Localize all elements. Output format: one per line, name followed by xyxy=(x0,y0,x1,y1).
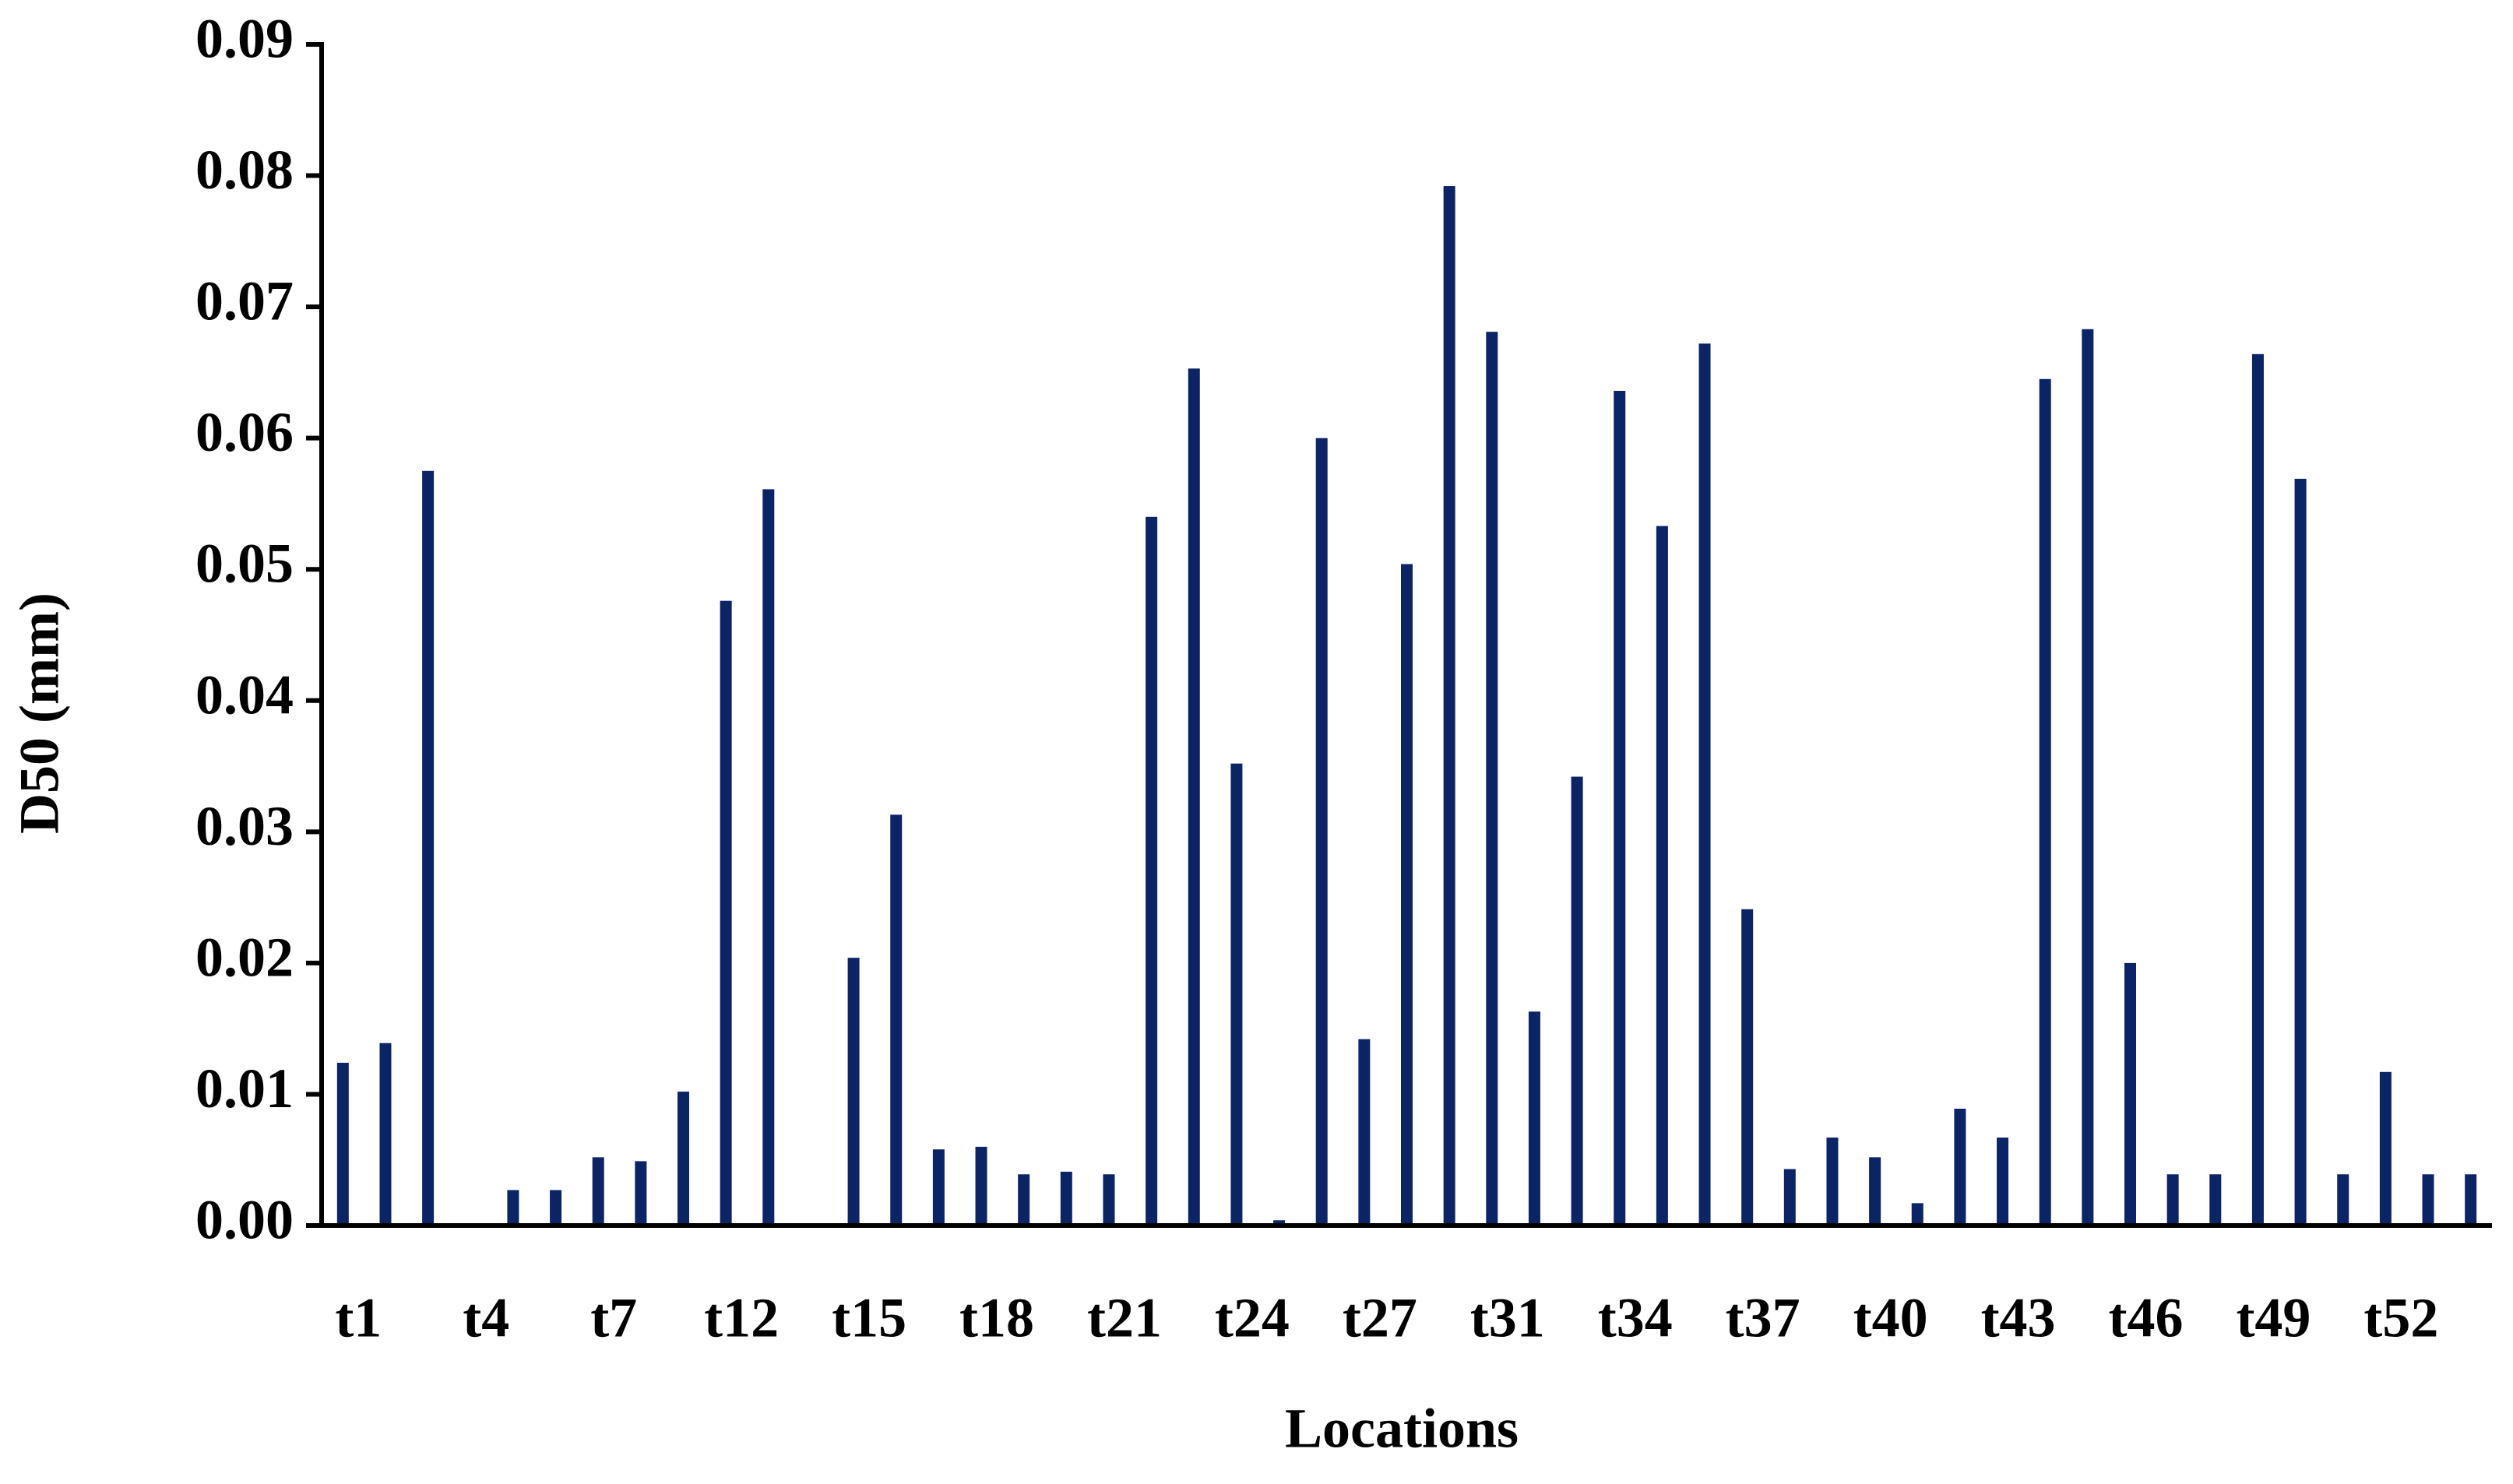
bar xyxy=(762,489,775,1226)
bar xyxy=(720,600,732,1226)
bar xyxy=(1698,343,1711,1226)
y-tick-label: 0.01 xyxy=(195,1057,294,1120)
bar xyxy=(1060,1171,1072,1226)
bar xyxy=(1146,516,1158,1226)
x-tick-label: t24 xyxy=(1215,1287,1290,1349)
bar xyxy=(2337,1174,2349,1226)
y-tick-label: 0.08 xyxy=(195,139,294,201)
bar xyxy=(1315,438,1328,1226)
bar xyxy=(336,1062,349,1226)
bar xyxy=(1783,1169,1796,1226)
bar xyxy=(1741,909,1754,1226)
y-tick-label: 0.06 xyxy=(195,401,294,463)
bar xyxy=(2251,353,2264,1226)
bar xyxy=(1869,1157,1881,1226)
bar xyxy=(932,1149,945,1226)
bar xyxy=(1911,1203,1923,1226)
x-axis-title: Locations xyxy=(1285,1398,1519,1460)
x-tick-label: t31 xyxy=(1470,1287,1545,1349)
x-tick-label: t27 xyxy=(1343,1287,1417,1349)
bar xyxy=(1656,526,1668,1226)
x-tick-label: t21 xyxy=(1087,1287,1162,1349)
bar xyxy=(1826,1138,1839,1226)
y-tick-label: 0.02 xyxy=(195,926,294,988)
x-tick-label: t43 xyxy=(1981,1287,2056,1349)
bar xyxy=(975,1146,987,1226)
bar xyxy=(1358,1039,1371,1226)
bar xyxy=(2124,962,2136,1226)
bar xyxy=(422,470,435,1226)
bar xyxy=(1230,763,1243,1226)
bar xyxy=(2422,1174,2434,1226)
x-tick-label: t46 xyxy=(2109,1287,2184,1349)
x-tick-label: t4 xyxy=(463,1287,509,1349)
bar xyxy=(1571,776,1583,1226)
bar xyxy=(635,1161,647,1226)
bar xyxy=(1103,1174,1115,1226)
x-tick-label: t1 xyxy=(335,1287,382,1349)
bar xyxy=(1273,1220,1286,1226)
x-tick-label: t40 xyxy=(1853,1287,1928,1349)
y-axis-title: D50 (mm) xyxy=(9,593,71,834)
bar xyxy=(2294,478,2307,1226)
x-tick-label: t34 xyxy=(1598,1287,1673,1349)
bar xyxy=(1528,1011,1540,1226)
bar xyxy=(1443,186,1455,1226)
x-tick-label: t52 xyxy=(2363,1287,2438,1349)
bar xyxy=(592,1157,604,1226)
bar xyxy=(847,958,860,1226)
bar xyxy=(1614,390,1626,1226)
bar xyxy=(678,1092,689,1226)
bar xyxy=(550,1190,562,1226)
y-tick-label: 0.09 xyxy=(195,8,294,70)
bar xyxy=(890,814,903,1226)
bar xyxy=(379,1043,392,1226)
x-tick-label: t15 xyxy=(832,1287,906,1349)
bar xyxy=(507,1190,519,1226)
bar xyxy=(1018,1174,1030,1226)
y-tick-label: 0.07 xyxy=(195,270,294,332)
bar xyxy=(2379,1071,2392,1226)
y-tick-label: 0.03 xyxy=(195,795,294,857)
bar xyxy=(1188,368,1200,1226)
bar xyxy=(1997,1138,2009,1226)
y-tick-label: 0.00 xyxy=(195,1189,294,1251)
bar xyxy=(2166,1174,2179,1226)
bar xyxy=(1401,564,1413,1226)
y-tick-label: 0.05 xyxy=(195,533,294,595)
bar xyxy=(2082,329,2094,1226)
y-tick-label: 0.04 xyxy=(195,663,294,726)
bar xyxy=(1954,1108,1966,1226)
bar xyxy=(2209,1174,2222,1226)
bar xyxy=(2465,1174,2477,1226)
bar xyxy=(1486,332,1498,1226)
x-tick-label: t18 xyxy=(959,1287,1034,1349)
x-tick-label: t7 xyxy=(590,1287,637,1349)
x-tick-label: t49 xyxy=(2236,1287,2311,1349)
x-tick-label: t37 xyxy=(1726,1287,1800,1349)
bar xyxy=(2039,378,2051,1226)
x-tick-label: t12 xyxy=(704,1287,779,1349)
